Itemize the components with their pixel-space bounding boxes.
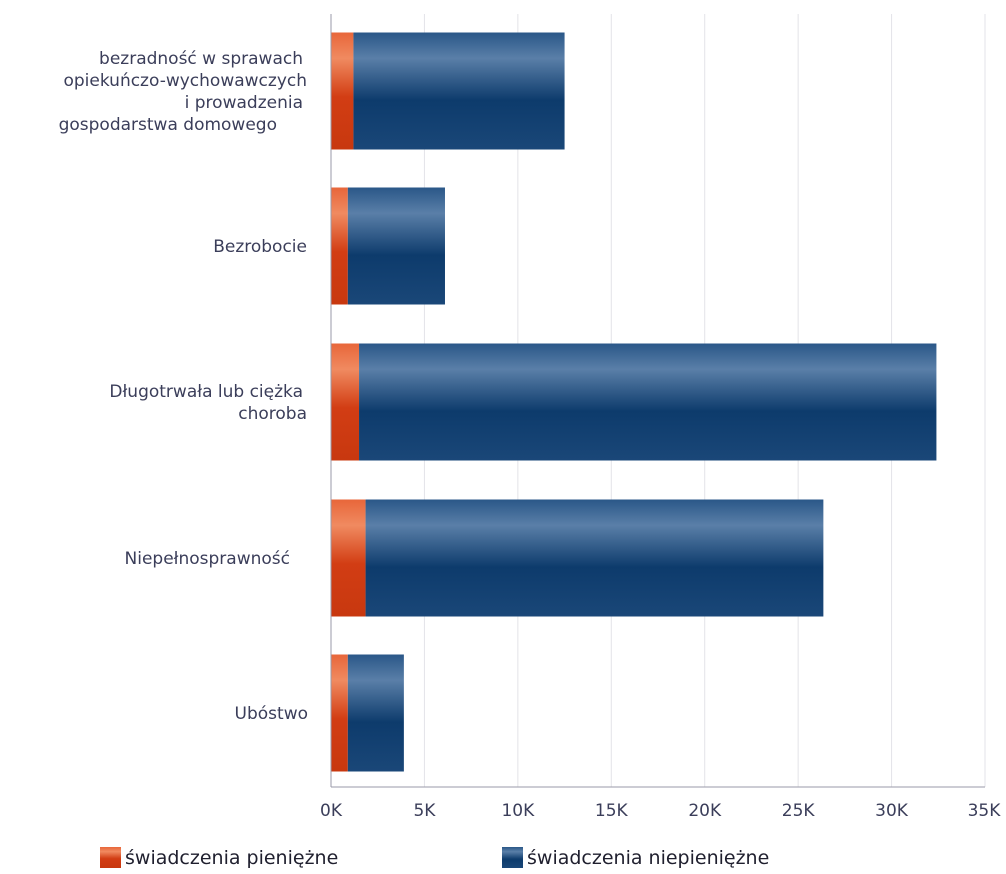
category-label: i prowadzenia bbox=[185, 93, 303, 113]
category-label: Ubóstwo bbox=[235, 704, 308, 724]
x-tick-label: 0K bbox=[320, 801, 343, 821]
category-label: choroba bbox=[238, 404, 307, 424]
bar-niepieniezne-4 bbox=[347, 654, 404, 772]
legend-swatch bbox=[502, 847, 523, 868]
category-label: gospodarstwa domowego bbox=[59, 115, 277, 135]
x-tick-label: 10K bbox=[501, 801, 535, 821]
category-label: Bezrobocie bbox=[213, 237, 307, 257]
bar-pieniezne-3 bbox=[331, 499, 366, 617]
category-label: Niepełnosprawność bbox=[125, 549, 291, 569]
x-tick-label: 30K bbox=[875, 801, 909, 821]
bar-pieniezne-1 bbox=[331, 187, 348, 305]
bar-niepieniezne-3 bbox=[365, 499, 824, 617]
category-label: opiekuńczo-wychowawczych bbox=[63, 71, 307, 91]
legend-label: świadczenia pieniężne bbox=[125, 847, 338, 869]
legend-swatch bbox=[100, 847, 121, 868]
bar-niepieniezne-2 bbox=[359, 343, 937, 461]
bar-pieniezne-2 bbox=[331, 343, 360, 461]
bar-pieniezne-4 bbox=[331, 654, 348, 772]
x-tick-label: 20K bbox=[688, 801, 722, 821]
x-tick-label: 35K bbox=[968, 801, 1002, 821]
bar-pieniezne-0 bbox=[331, 32, 354, 150]
bar-niepieniezne-0 bbox=[353, 32, 565, 150]
x-tick-label: 25K bbox=[782, 801, 816, 821]
x-tick-label: 5K bbox=[413, 801, 436, 821]
bar-niepieniezne-1 bbox=[347, 187, 445, 305]
x-tick-labels: 0K 5K 10K 15K 20K 25K 30K 35K bbox=[320, 801, 1001, 821]
bars bbox=[331, 32, 937, 772]
category-labels: bezradność w sprawachopiekuńczo-wychowaw… bbox=[59, 49, 308, 724]
category-label: bezradność w sprawach bbox=[99, 49, 303, 69]
legend-label: świadczenia niepieniężne bbox=[527, 847, 769, 869]
x-tick-label: 15K bbox=[595, 801, 629, 821]
axes bbox=[330, 14, 985, 788]
category-label: Długotrwała lub ciężka bbox=[109, 382, 303, 402]
legend: świadczenia pieniężne świadczenia niepien… bbox=[100, 847, 769, 869]
